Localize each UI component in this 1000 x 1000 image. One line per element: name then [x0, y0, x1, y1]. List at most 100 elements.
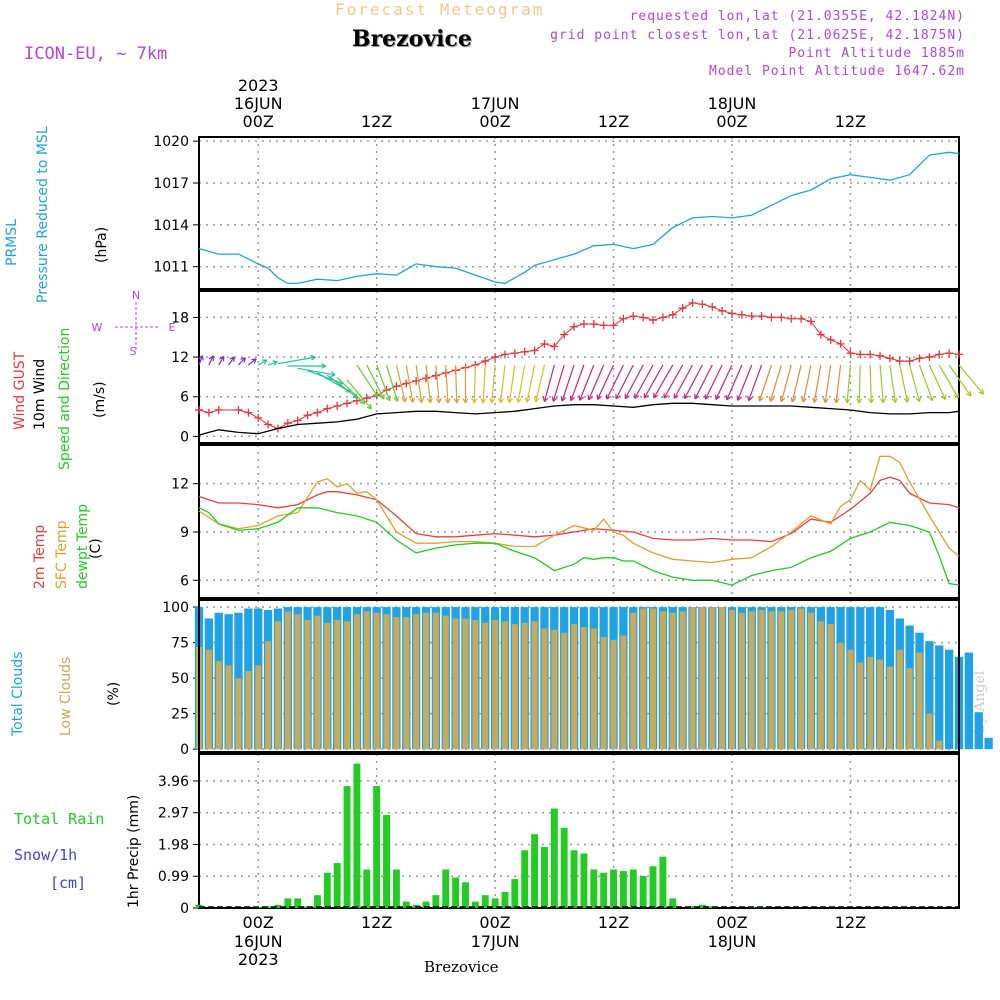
low-cloud-bar — [906, 668, 913, 750]
low-cloud-bar — [413, 614, 420, 750]
clouds-panel: 0 25 50 75 100 — [162, 599, 993, 758]
gust-marker — [362, 394, 371, 403]
wind-arrow — [552, 364, 565, 402]
precip-bar — [313, 895, 321, 908]
top-time-hour: 00Z — [479, 112, 511, 131]
wind-arrow — [596, 364, 615, 400]
gust-marker — [589, 320, 598, 329]
wind-arrow-head — [444, 398, 451, 404]
wind-arrow — [228, 356, 235, 366]
wind-arrow-head — [401, 397, 408, 403]
wind-arrow — [634, 364, 654, 399]
ytick-label-precip-0: 0 — [180, 901, 189, 917]
wind-arrow-head — [605, 394, 612, 400]
ytick-label-precip-2: 1.98 — [158, 837, 189, 853]
gust-marker — [856, 350, 865, 359]
top-time-day: 17JUN — [470, 94, 520, 113]
low-cloud-bar — [255, 665, 262, 750]
low-cloud-bar — [265, 641, 272, 750]
low-cloud-bar — [817, 621, 824, 750]
wind-arrow — [376, 364, 391, 401]
precip-bar — [264, 906, 272, 908]
wind-arrow — [473, 364, 476, 404]
low-cloud-bar — [798, 608, 805, 750]
total-cloud-bar — [974, 712, 983, 750]
low-cloud-bar — [225, 665, 232, 750]
wind-arrow — [715, 364, 733, 400]
low-cloud-bar — [738, 612, 745, 750]
wind-arrow-head — [261, 359, 268, 365]
low-cloud-bar — [650, 608, 656, 750]
wind-arrow — [405, 364, 414, 403]
compass-n: N — [132, 289, 140, 302]
wind-arrow — [482, 364, 486, 403]
wind-arrow — [346, 379, 372, 410]
wind-arrow-head — [880, 398, 886, 404]
wind-arrow-head — [310, 354, 316, 361]
wind-arrow — [879, 364, 884, 403]
low-cloud-bar — [807, 612, 814, 750]
gust-marker — [935, 350, 944, 359]
grid-coords: grid point closest lon,lat (21.0625E, 42… — [550, 28, 965, 43]
total-cloud-bar — [935, 645, 944, 750]
wind-arrow-head — [542, 396, 549, 403]
gust-marker — [757, 312, 766, 321]
wind-arrow — [948, 364, 972, 397]
precip-bar — [343, 786, 351, 908]
bottom-time-hour: 00Z — [242, 913, 274, 932]
wind-arrow — [570, 364, 585, 401]
gust-marker — [392, 382, 401, 391]
low-cloud-bar — [432, 612, 439, 750]
low-cloud-bar — [521, 622, 528, 750]
location-title: Brezovice — [352, 26, 472, 52]
point-altitude: Point Altitude 1885m — [788, 46, 965, 61]
temp2m-line — [198, 476, 960, 543]
low-cloud-bar — [492, 619, 499, 750]
wind-arrow-head — [758, 396, 764, 402]
ytick-label-precip-4: 3.96 — [158, 774, 189, 790]
low-cloud-bar — [363, 611, 370, 750]
wind-arrow — [491, 364, 496, 403]
wind-arrow-head — [643, 393, 649, 399]
low-cloud-bar — [719, 607, 726, 750]
precip-bar — [629, 869, 637, 908]
wind-arrow-head — [653, 392, 659, 399]
chart-title: Forecast Meteogram — [335, 0, 545, 19]
ytick-label-pressure-0: 1011 — [153, 260, 189, 276]
gust-marker — [560, 330, 569, 339]
snow-unit-legend: [cm] — [50, 874, 87, 892]
wind-arrow — [791, 364, 802, 403]
low-cloud-bar — [442, 615, 449, 750]
wind-arrow — [909, 364, 921, 402]
low-cloud-bar — [314, 615, 321, 750]
wind-arrow — [526, 364, 536, 403]
gust-marker — [678, 304, 687, 313]
wind-arrow — [769, 364, 782, 402]
gust-marker — [491, 353, 500, 362]
low-cloud-bar — [640, 608, 647, 750]
wind-arrow-head — [915, 396, 922, 403]
ytick-label-pressure-2: 1017 — [153, 176, 189, 192]
precip-bar — [383, 814, 390, 908]
gust-marker — [579, 320, 588, 329]
wind-arrow — [673, 364, 694, 399]
wind-arrow — [579, 364, 595, 401]
bottom-time-hour: 00Z — [479, 913, 511, 932]
wind-arrow-head — [833, 397, 840, 404]
wind-arrow-head — [569, 395, 576, 402]
precip-bar — [600, 872, 608, 908]
precip-bar — [442, 869, 450, 908]
precip-bar — [580, 853, 588, 908]
wind-arrow — [835, 364, 842, 403]
gust-marker — [323, 404, 332, 413]
low-cloud-bar — [215, 661, 222, 750]
wind-arrow — [395, 364, 406, 403]
compass-w: W — [92, 321, 103, 334]
gust-marker — [204, 408, 213, 417]
wind-panel: 0 6 12 18 — [171, 290, 985, 445]
precip-bar — [471, 901, 479, 908]
wind-arrow-head — [683, 393, 690, 400]
wind-arrow-head — [801, 397, 807, 403]
low-cloud-bar — [936, 740, 943, 750]
gust-marker — [698, 300, 707, 309]
